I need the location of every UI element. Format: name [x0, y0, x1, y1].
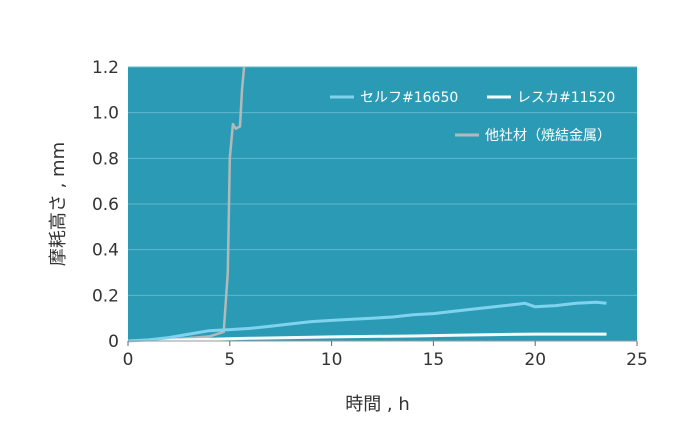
axes: 0 5 10 15 20 25 0 0.2 0.4 0.6 0.8 1.0 1.2 時間 , h 摩耗高さ … — [48, 58, 648, 415]
x-tick-label: 5 — [224, 350, 235, 370]
x-tick-label: 0 — [123, 350, 134, 370]
y-tick-label: 1.0 — [92, 104, 119, 124]
x-tick-label: 20 — [524, 350, 546, 370]
y-tick-label: 1.2 — [92, 58, 119, 78]
legend-label: セルフ#16650 — [360, 90, 458, 106]
legend-label: 他社材（焼結金属） — [485, 128, 611, 144]
y-tick-label: 0 — [108, 332, 119, 352]
grid-lines — [128, 66, 637, 296]
series-line-1 — [127, 332, 607, 343]
x-axis-label: 時間 , h — [345, 394, 410, 415]
series-line-2 — [127, 66, 246, 343]
legend: セルフ#16650 レスカ#11520 他社材（焼結金属） — [330, 90, 615, 144]
y-tick-label: 0.8 — [92, 149, 119, 169]
x-tick-label: 10 — [321, 350, 343, 370]
x-tick-label: 25 — [626, 350, 648, 370]
y-tick-label: 0.2 — [92, 286, 119, 306]
legend-label: レスカ#11520 — [517, 90, 615, 106]
x-tick-label: 15 — [423, 350, 445, 370]
y-tick-label: 0.6 — [92, 195, 119, 215]
series-line-0 — [127, 300, 607, 343]
y-tick-label: 0.4 — [92, 241, 119, 261]
y-axis-label: 摩耗高さ , mm — [48, 142, 69, 266]
series-lines — [127, 66, 607, 343]
